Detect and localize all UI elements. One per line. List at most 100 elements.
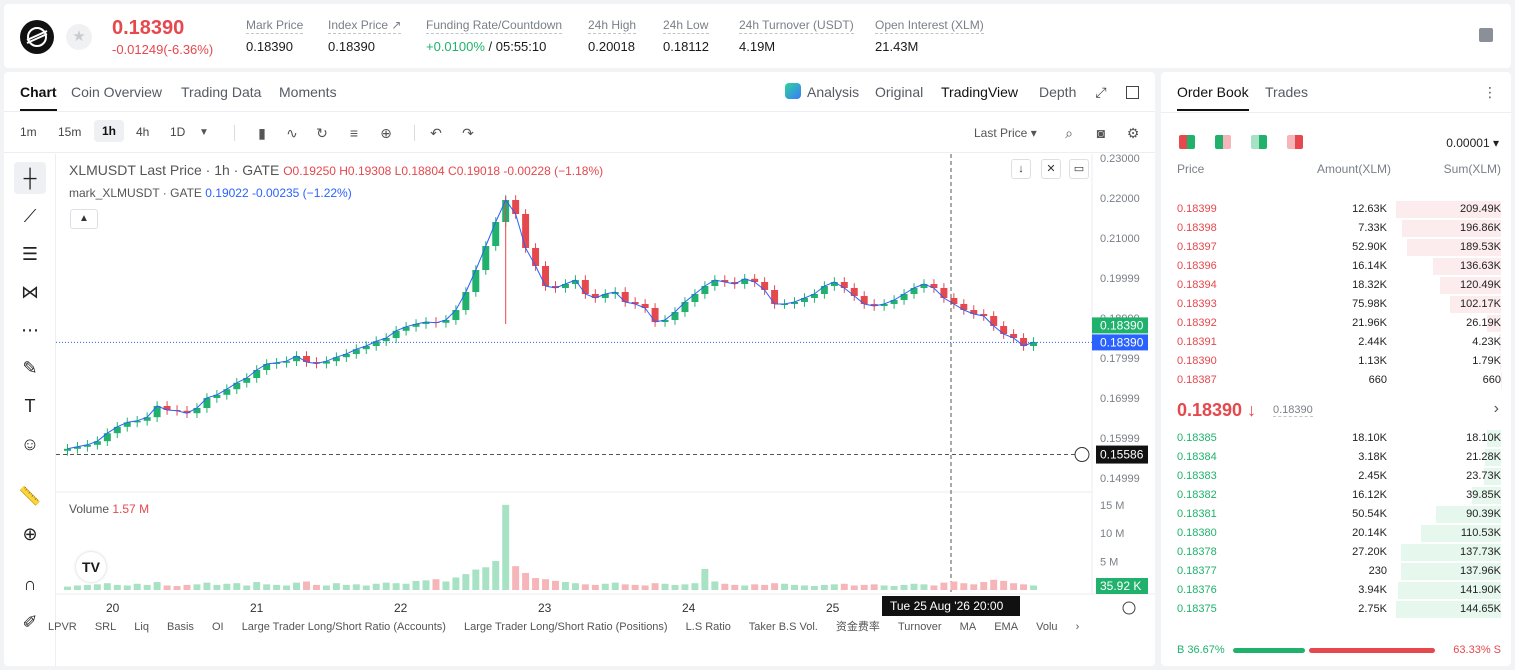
undo-icon[interactable]: ↶ <box>430 125 442 141</box>
templates-icon[interactable]: ≡ <box>349 125 359 141</box>
price-chart[interactable]: 0.230000.220000.210000.199990.189990.179… <box>56 154 1155 666</box>
ask-row[interactable]: 0.18393 75.98K 102.17K <box>1161 295 1511 314</box>
ask-row[interactable]: 0.18396 16.14K 136.63K <box>1161 257 1511 276</box>
indicators-icon[interactable]: ∿ <box>286 125 298 141</box>
zoom-tool-icon[interactable]: ⊕ <box>22 524 38 544</box>
view-analysis[interactable]: Analysis <box>807 84 860 100</box>
indicator-basis[interactable]: Basis <box>167 621 194 633</box>
indicator-lt-accounts[interactable]: Large Trader Long/Short Ratio (Accounts) <box>241 621 446 633</box>
pencil-lock-icon[interactable]: ✐ <box>22 612 38 632</box>
indicator-ls-ratio[interactable]: L.S Ratio <box>685 621 731 633</box>
volume-bar <box>820 584 828 590</box>
replay-icon[interactable]: ↻ <box>316 125 328 141</box>
ruler-tool-icon[interactable]: 📏 <box>18 486 42 506</box>
compress-button[interactable]: ✕ <box>1041 159 1061 179</box>
timeframe-1h[interactable]: 1h <box>94 120 125 142</box>
indicator-lpvr[interactable]: LPVR <box>48 621 77 633</box>
indicator-oi[interactable]: OI <box>212 621 224 633</box>
timeframe-1m[interactable]: 1m <box>20 125 37 139</box>
chevron-right-icon[interactable]: › <box>1075 621 1080 633</box>
price-type-select[interactable]: Last Price ▾ <box>974 126 1037 140</box>
tab-trades[interactable]: Trades <box>1265 84 1309 100</box>
ask-row[interactable]: 0.18387 660 660 <box>1161 371 1511 390</box>
ask-row[interactable]: 0.18398 7.33K 196.86K <box>1161 219 1511 238</box>
view-bids-only-icon[interactable] <box>1251 135 1267 149</box>
indicator-taker-vol[interactable]: Taker B.S Vol. <box>748 621 818 633</box>
search-icon[interactable]: ⌕ <box>1065 125 1073 141</box>
view-original[interactable]: Original <box>875 84 924 100</box>
indicator-volume[interactable]: Volu <box>1036 621 1058 633</box>
view-bids-icon[interactable] <box>1215 135 1231 149</box>
bid-row[interactable]: 0.18376 3.94K 141.90K <box>1161 581 1511 600</box>
forecast-tool-icon[interactable]: ⋯ <box>21 320 39 340</box>
stat-index-price[interactable]: Index Price ↗ 0.18390 <box>328 18 402 54</box>
trendline-tool-icon[interactable]: ⟋ <box>23 206 37 226</box>
bid-row[interactable]: 0.18378 27.20K 137.73K <box>1161 543 1511 562</box>
magnet-tool-icon[interactable]: ∩ <box>23 574 37 594</box>
bid-row[interactable]: 0.18381 50.54K 90.39K <box>1161 505 1511 524</box>
window-icon[interactable] <box>1126 86 1139 99</box>
ask-row[interactable]: 0.18391 2.44K 4.23K <box>1161 333 1511 352</box>
more-menu-icon[interactable]: ⋮ <box>1483 84 1497 100</box>
chevron-right-icon[interactable]: › <box>1493 400 1499 417</box>
add-alert-icon[interactable]: ⊕ <box>380 125 392 141</box>
tab-coin-overview[interactable]: Coin Overview <box>71 84 163 100</box>
precision-select[interactable]: 0.00001 ▾ <box>1446 136 1499 150</box>
candle-body <box>751 278 759 282</box>
redo-icon[interactable]: ↷ <box>462 125 474 141</box>
ask-row[interactable]: 0.18390 1.13K 1.79K <box>1161 352 1511 371</box>
scroll-down-button[interactable]: ↓ <box>1011 159 1031 179</box>
tab-chart[interactable]: Chart <box>20 84 57 111</box>
row-amount: 3.94K <box>1358 584 1387 596</box>
crosshair-tool-icon[interactable]: ┼ <box>14 162 46 194</box>
ask-row[interactable]: 0.18399 12.63K 209.49K <box>1161 200 1511 219</box>
indicator-liq[interactable]: Liq <box>134 621 149 633</box>
timeframe-1d[interactable]: 1D <box>170 125 186 139</box>
timeframe-15m[interactable]: 15m <box>58 125 82 139</box>
bid-row[interactable]: 0.18385 18.10K 18.10K <box>1161 429 1511 448</box>
tab-moments[interactable]: Moments <box>279 84 337 100</box>
row-amount: 3.18K <box>1358 451 1387 463</box>
timeframe-dropdown-icon[interactable]: ▼ <box>199 127 209 138</box>
indicator-srl[interactable]: SRL <box>94 621 117 633</box>
fib-tool-icon[interactable]: ☰ <box>21 244 39 264</box>
timeframe-4h[interactable]: 4h <box>136 125 150 139</box>
ask-row[interactable]: 0.18392 21.96K 26.19K <box>1161 314 1511 333</box>
collapse-legend-button[interactable]: ▲ <box>70 209 98 229</box>
favorite-star-icon[interactable]: ★ <box>66 24 92 50</box>
indicator-funding-rate[interactable]: 资金费率 <box>835 621 880 633</box>
ask-row[interactable]: 0.18397 52.90K 189.53K <box>1161 238 1511 257</box>
view-tradingview[interactable]: TradingView <box>941 84 1019 100</box>
view-both-icon[interactable] <box>1179 135 1195 149</box>
bid-row[interactable]: 0.18384 3.18K 21.28K <box>1161 448 1511 467</box>
indicator-turnover[interactable]: Turnover <box>897 621 942 633</box>
y-tick-label: 0.22000 <box>1100 193 1140 205</box>
view-depth[interactable]: Depth <box>1039 84 1077 100</box>
ask-row[interactable]: 0.18394 18.32K 120.49K <box>1161 276 1511 295</box>
row-amount: 16.14K <box>1352 260 1387 272</box>
tab-order-book[interactable]: Order Book <box>1177 84 1249 111</box>
bid-row[interactable]: 0.18383 2.45K 23.73K <box>1161 467 1511 486</box>
pattern-tool-icon[interactable]: ⋈ <box>21 282 39 302</box>
candle-body <box>73 446 81 449</box>
view-asks-only-icon[interactable] <box>1287 135 1303 149</box>
camera-icon[interactable]: ◙ <box>1096 125 1106 141</box>
candle-type-icon[interactable]: ▮ <box>258 125 266 141</box>
brush-tool-icon[interactable]: ✎ <box>22 358 38 378</box>
indicator-lt-positions[interactable]: Large Trader Long/Short Ratio (Positions… <box>463 621 668 633</box>
settings-gear-icon[interactable]: ⚙ <box>1126 125 1140 141</box>
bid-row[interactable]: 0.18380 20.14K 110.53K <box>1161 524 1511 543</box>
volume-bar <box>930 585 938 590</box>
indicator-ema[interactable]: EMA <box>994 621 1019 633</box>
expand-icon[interactable]: ⤢ <box>1095 84 1107 100</box>
row-sum: 141.90K <box>1460 584 1501 596</box>
bid-row[interactable]: 0.18375 2.75K 144.65K <box>1161 600 1511 619</box>
tab-trading-data[interactable]: Trading Data <box>181 84 262 100</box>
bid-row[interactable]: 0.18382 16.12K 39.85K <box>1161 486 1511 505</box>
text-tool-icon[interactable]: T <box>24 396 36 416</box>
emoji-tool-icon[interactable]: ☺ <box>20 434 40 454</box>
indicator-ma[interactable]: MA <box>959 621 977 633</box>
book-icon[interactable] <box>1479 28 1493 42</box>
maximize-pane-button[interactable]: ▭ <box>1069 159 1089 179</box>
bid-row[interactable]: 0.18377 230 137.96K <box>1161 562 1511 581</box>
